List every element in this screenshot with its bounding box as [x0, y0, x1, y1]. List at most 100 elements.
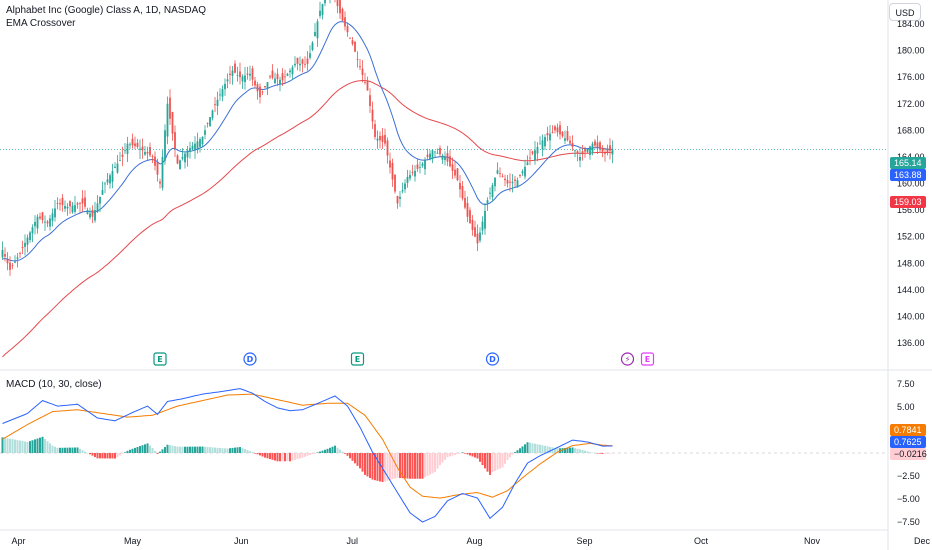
- histogram-bar: [476, 453, 479, 459]
- histogram-bar: [204, 446, 206, 453]
- histogram-bar: [44, 439, 46, 453]
- candle-body: [49, 218, 51, 227]
- ema-fast-tag: 163.88: [890, 169, 926, 181]
- histogram-bar: [571, 447, 574, 453]
- candle-body: [71, 205, 74, 213]
- candle-body: [61, 197, 64, 206]
- candle-body: [476, 233, 479, 244]
- histogram-bar: [256, 453, 259, 455]
- candle-body: [266, 82, 269, 89]
- candle-body: [286, 73, 289, 76]
- histogram-bar: [439, 453, 441, 466]
- dividend-marker[interactable]: D: [485, 352, 500, 366]
- currency-button[interactable]: USD: [889, 3, 921, 21]
- histogram-bar: [226, 448, 229, 453]
- candle-body: [469, 210, 471, 224]
- marker-shape: [485, 352, 500, 366]
- histogram-bar: [96, 453, 99, 459]
- candle-body: [29, 232, 31, 241]
- histogram-bar: [606, 453, 609, 454]
- candle-body: [116, 163, 119, 173]
- histogram-bar: [566, 447, 569, 453]
- candle-body: [11, 265, 14, 267]
- histogram-bar: [174, 446, 176, 453]
- candle-body: [129, 144, 131, 146]
- histogram-bar: [246, 450, 249, 453]
- histogram-bar: [319, 451, 321, 453]
- histogram-bar: [131, 448, 134, 453]
- time-tick-label: Sep: [577, 536, 593, 546]
- histogram-bar: [149, 445, 151, 453]
- earnings-marker[interactable]: E: [153, 352, 167, 366]
- histogram-bar: [301, 453, 304, 458]
- candle-body: [524, 166, 526, 177]
- histogram-bar: [421, 453, 424, 479]
- candle-body: [289, 70, 291, 73]
- histogram-bar: [524, 444, 526, 453]
- histogram-bar: [511, 453, 514, 455]
- histogram-bar: [544, 445, 546, 453]
- dividend-marker[interactable]: D: [243, 352, 257, 366]
- candle-body: [611, 149, 614, 155]
- histogram-bar: [134, 447, 136, 453]
- histogram-bar: [406, 453, 409, 479]
- candle-body: [121, 154, 124, 157]
- histogram-bar: [574, 448, 576, 453]
- candle-body: [184, 153, 186, 163]
- event-markers[interactable]: E D E D ⚡ E: [153, 352, 655, 366]
- candle-body: [559, 125, 561, 135]
- candle-body: [249, 73, 251, 76]
- histogram-bar: [119, 453, 121, 456]
- candle-body: [294, 63, 296, 66]
- histogram-bar: [466, 453, 469, 455]
- histogram-bar: [231, 447, 234, 453]
- earnings-upcoming-marker[interactable]: E: [640, 352, 655, 366]
- histogram-bar: [526, 442, 529, 453]
- histogram-bar: [46, 441, 49, 453]
- ema-fast-path: [2, 21, 613, 262]
- candle-body: [229, 73, 231, 75]
- histogram-bar: [521, 446, 524, 453]
- candle-body: [321, 4, 324, 16]
- split-marker[interactable]: ⚡: [620, 352, 635, 366]
- candle-body: [581, 151, 584, 155]
- histogram-bar: [346, 453, 349, 456]
- histogram-tag: −0.0216: [890, 448, 927, 460]
- candle-body: [36, 216, 39, 229]
- histogram-bar: [419, 453, 421, 479]
- histogram-bar: [264, 453, 266, 458]
- candle-body: [569, 140, 571, 144]
- histogram-bar: [354, 453, 356, 464]
- histogram-bar: [64, 447, 66, 453]
- candle-body: [406, 176, 409, 183]
- histogram-bar: [21, 441, 24, 453]
- histogram-bar: [386, 453, 389, 481]
- candle-body: [131, 138, 134, 146]
- time-tick-label: Jun: [234, 536, 249, 546]
- candle-body: [161, 156, 164, 188]
- candle-body: [89, 213, 91, 218]
- candle-body: [241, 76, 244, 82]
- histogram-bar: [189, 446, 191, 453]
- histogram-bar: [459, 453, 461, 454]
- candle-body: [181, 156, 184, 159]
- macd-tick-label: −2.50: [897, 471, 920, 481]
- candle-body: [231, 70, 234, 76]
- histogram-bar: [234, 447, 236, 453]
- histogram-bar: [51, 445, 54, 453]
- histogram-bar: [84, 451, 86, 453]
- earnings-marker[interactable]: E: [350, 352, 365, 366]
- histogram-bar: [184, 446, 186, 453]
- histogram-bar: [604, 453, 606, 454]
- time-tick-label: May: [124, 536, 142, 546]
- candle-body: [479, 232, 481, 241]
- candle-body: [99, 196, 101, 204]
- candle-body: [544, 136, 546, 147]
- marker-label: E: [355, 355, 360, 364]
- candle-body: [109, 175, 111, 184]
- marker-shape: [620, 352, 635, 366]
- candle-body: [391, 162, 394, 180]
- marker-shape: [350, 352, 365, 366]
- histogram-bar: [286, 453, 289, 462]
